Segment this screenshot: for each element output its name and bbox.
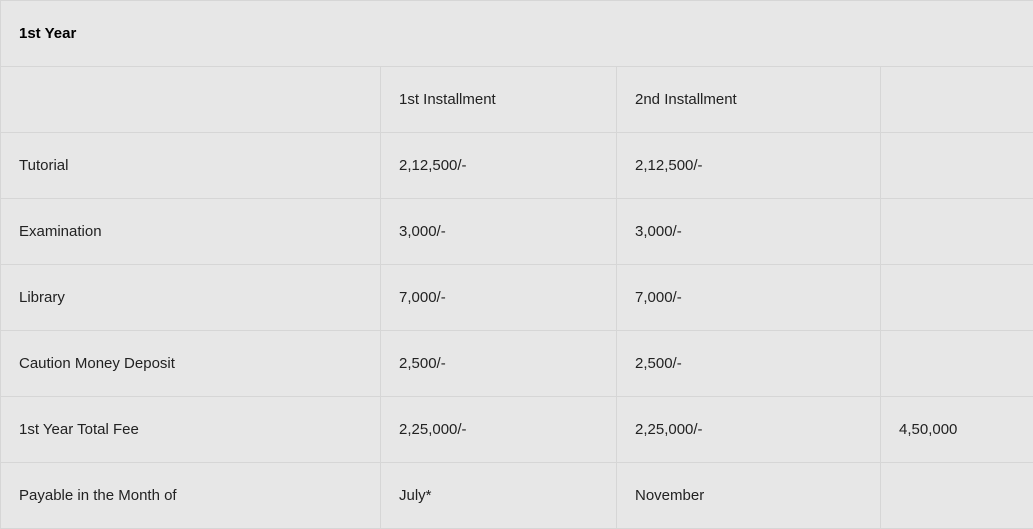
row-cell: 7,000/- [617,265,881,331]
row-cell: 2,500/- [617,331,881,397]
table-row: Library 7,000/- 7,000/- [1,265,1033,331]
header-cell-0 [1,67,381,133]
row-label: Tutorial [1,133,381,199]
row-cell: 2,12,500/- [381,133,617,199]
row-label: 1st Year Total Fee [1,397,381,463]
row-cell [881,463,1033,529]
row-label: Library [1,265,381,331]
fee-table: 1st Year 1st Installment 2nd Installment… [0,0,1033,529]
row-cell: 2,500/- [381,331,617,397]
row-cell: 3,000/- [381,199,617,265]
row-cell: 4,50,000 [881,397,1033,463]
row-cell: 2,12,500/- [617,133,881,199]
row-cell: 7,000/- [381,265,617,331]
header-row: 1st Installment 2nd Installment [1,67,1033,133]
row-cell: November [617,463,881,529]
header-cell-1: 1st Installment [381,67,617,133]
row-label: Examination [1,199,381,265]
row-label: Caution Money Deposit [1,331,381,397]
table-row: Caution Money Deposit 2,500/- 2,500/- [1,331,1033,397]
table-row: Payable in the Month of July* November [1,463,1033,529]
table-row: Examination 3,000/- 3,000/- [1,199,1033,265]
table-row: 1st Year Total Fee 2,25,000/- 2,25,000/-… [1,397,1033,463]
header-cell-2: 2nd Installment [617,67,881,133]
row-label: Payable in the Month of [1,463,381,529]
row-cell [881,331,1033,397]
fee-table-container: 1st Year 1st Installment 2nd Installment… [0,0,1033,529]
table-title: 1st Year [1,1,1033,67]
row-cell [881,265,1033,331]
row-cell: 3,000/- [617,199,881,265]
row-cell [881,199,1033,265]
row-cell: July* [381,463,617,529]
row-cell: 2,25,000/- [617,397,881,463]
table-row: Tutorial 2,12,500/- 2,12,500/- [1,133,1033,199]
header-cell-3 [881,67,1033,133]
row-cell [881,133,1033,199]
title-row: 1st Year [1,1,1033,67]
row-cell: 2,25,000/- [381,397,617,463]
